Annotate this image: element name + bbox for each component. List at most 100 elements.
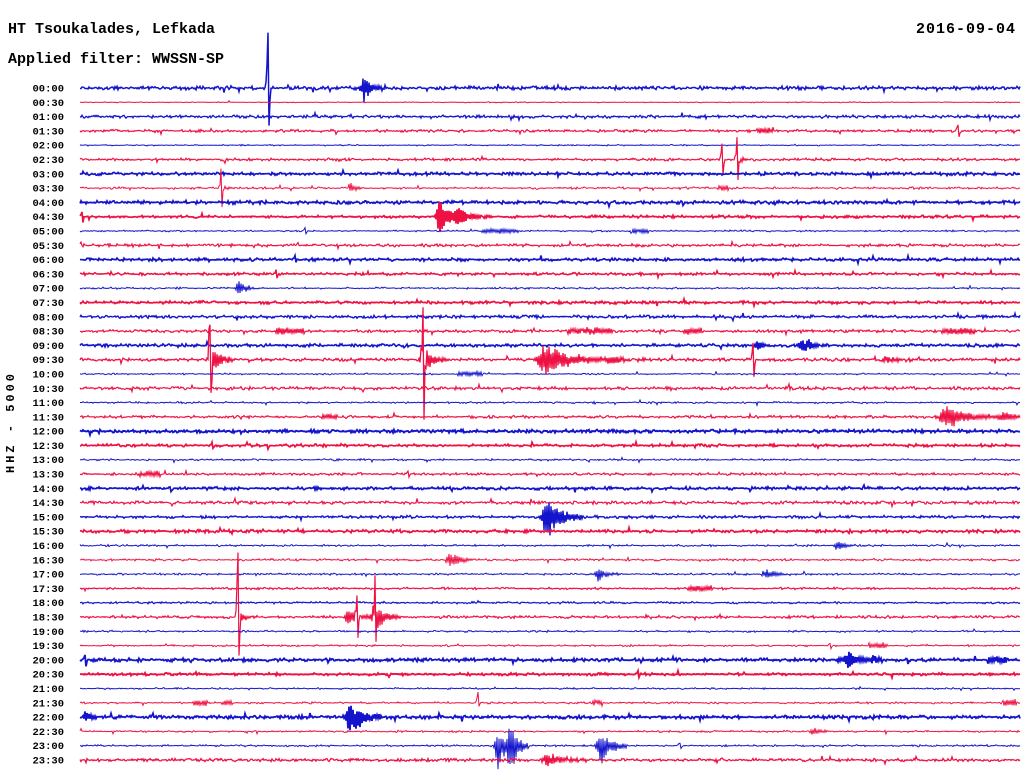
trace-time-label: 18:00	[32, 598, 64, 610]
trace-time-label: 20:00	[32, 655, 64, 667]
trace-time-label: 21:00	[32, 684, 64, 696]
trace-time-label: 12:30	[32, 441, 64, 453]
trace-row	[79, 197, 1021, 210]
trace-row	[79, 168, 1021, 208]
trace-row	[79, 438, 1021, 452]
trace-time-label: 13:30	[32, 470, 64, 482]
trace-time-label: 04:00	[32, 198, 64, 210]
trace-time-label: 09:00	[32, 341, 64, 353]
trace-row	[79, 137, 1021, 181]
trace-row	[79, 753, 1021, 767]
trace-time-label: 20:30	[32, 670, 64, 682]
trace-row	[80, 398, 1021, 407]
trace-time-label: 22:00	[32, 713, 64, 725]
trace-time-label: 15:30	[32, 527, 64, 539]
trace-time-label: 13:00	[32, 455, 64, 467]
trace-time-label: 08:30	[32, 327, 64, 339]
trace-row	[79, 124, 1021, 137]
trace-row	[80, 32, 1021, 126]
trace-time-label: 02:00	[32, 141, 64, 153]
trace-row	[79, 325, 1021, 337]
trace-row	[80, 468, 1021, 480]
trace-time-label: 10:30	[32, 384, 64, 396]
trace-time-label: 02:30	[32, 155, 64, 167]
trace-row	[79, 310, 1021, 323]
trace-time-label: 14:00	[32, 484, 64, 496]
trace-row	[79, 167, 1021, 181]
trace-row	[79, 524, 1021, 537]
trace-time-label: 23:30	[32, 756, 64, 768]
filter-label: Applied filter: WWSSN-SP	[8, 51, 225, 68]
trace-time-label: 11:00	[32, 398, 64, 410]
trace-time-label: 01:30	[32, 126, 64, 138]
trace-time-label: 03:30	[32, 184, 64, 196]
trace-time-label: 12:00	[32, 427, 64, 439]
trace-time-label: 06:30	[32, 269, 64, 281]
trace-time-label: 16:00	[32, 541, 64, 553]
trace-time-label: 08:00	[32, 312, 64, 324]
trace-row	[79, 640, 1021, 651]
trace-row	[79, 143, 1021, 147]
trace-row	[79, 267, 1021, 281]
trace-row	[79, 667, 1021, 681]
trace-time-label: 09:30	[32, 355, 64, 367]
trace-time-label: 19:30	[32, 641, 64, 653]
date-label: 2016-09-04	[915, 21, 1016, 38]
trace-row	[79, 201, 1021, 233]
trace-time-label: 14:30	[32, 498, 64, 510]
trace-row	[79, 496, 1020, 509]
trace-row	[79, 627, 1021, 634]
trace-time-label: 23:00	[32, 741, 64, 753]
trace-row	[79, 541, 1021, 550]
trace-time-label: 07:00	[32, 284, 64, 296]
trace-time-label: 00:00	[32, 84, 64, 96]
trace-row	[79, 369, 1021, 378]
trace-time-label: 11:30	[32, 412, 64, 424]
trace-time-label: 17:30	[32, 584, 64, 596]
trace-row	[79, 456, 1021, 464]
trace-row	[79, 482, 1021, 495]
trace-time-label: 05:00	[32, 226, 64, 238]
trace-time-label: 03:00	[32, 169, 64, 181]
trace-time-label: 21:30	[32, 698, 64, 710]
trace-time-label: 07:30	[32, 298, 64, 310]
trace-row	[79, 381, 1021, 394]
trace-row	[79, 252, 1021, 267]
trace-row	[79, 110, 1021, 123]
trace-row	[79, 705, 1021, 731]
trace-time-label: 16:30	[32, 555, 64, 567]
trace-row	[79, 599, 1021, 606]
trace-row	[79, 552, 1021, 656]
trace-row	[79, 427, 1021, 439]
trace-row	[79, 339, 1021, 352]
trace-time-label: 04:30	[32, 212, 64, 224]
trace-row	[79, 569, 1021, 582]
trace-time-label: 22:30	[32, 727, 64, 739]
trace-row	[79, 584, 1021, 593]
trace-time-label: 00:30	[32, 98, 64, 110]
trace-row	[79, 728, 1021, 770]
trace-row	[79, 685, 1021, 692]
trace-row	[79, 727, 1021, 736]
trace-row	[79, 307, 1021, 420]
trace-time-label: 10:00	[32, 369, 64, 381]
trace-row	[79, 406, 1021, 427]
trace-time-label: 18:30	[32, 613, 64, 625]
trace-time-label: 15:00	[32, 512, 64, 524]
trace-row	[79, 295, 1021, 310]
trace-row	[79, 99, 1021, 104]
trace-time-label: 01:00	[32, 112, 64, 124]
trace-time-label: 17:00	[32, 570, 64, 582]
trace-row	[79, 553, 1021, 566]
trace-time-label: 05:30	[32, 241, 64, 253]
trace-row	[79, 239, 1021, 251]
station-title: HT Tsoukalades, Lefkada	[8, 21, 216, 38]
trace-row	[79, 226, 1021, 236]
trace-time-label: 19:00	[32, 627, 64, 639]
trace-row	[79, 502, 1021, 536]
trace-time-label: 06:00	[32, 255, 64, 267]
trace-row	[79, 651, 1021, 668]
trace-row	[79, 691, 1021, 708]
